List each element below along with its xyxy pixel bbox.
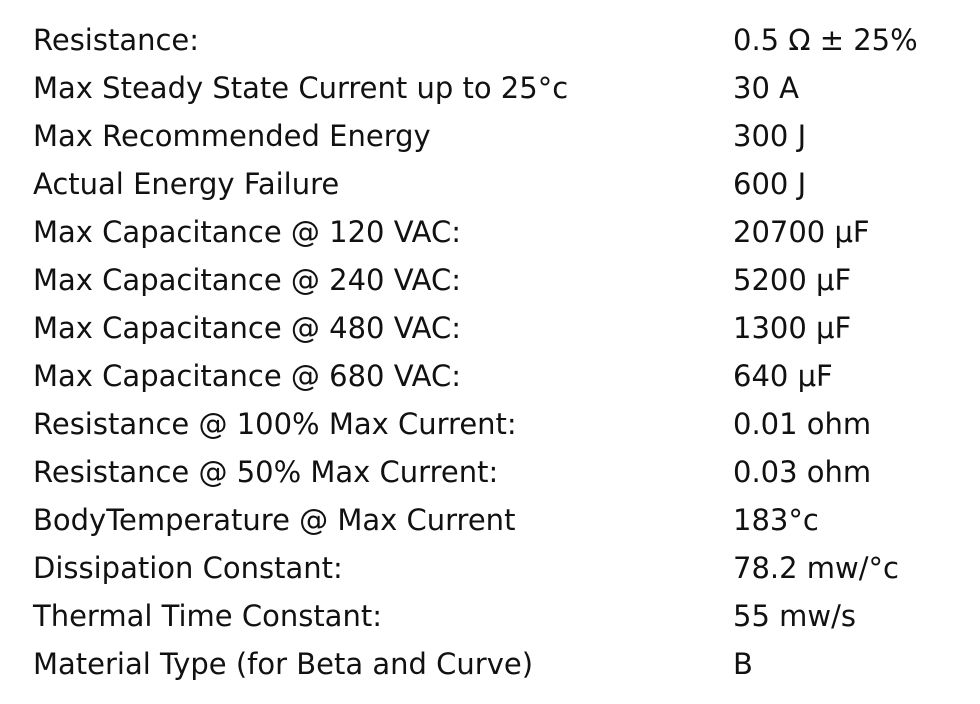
spec-row-actual-energy-failure: Actual Energy Failure 600 J bbox=[33, 160, 963, 208]
spec-row-dissipation-constant: Dissipation Constant: 78.2 mw/°c bbox=[33, 544, 963, 592]
spec-row-body-temperature: BodyTemperature @ Max Current 183°c bbox=[33, 496, 963, 544]
spec-value: B bbox=[733, 647, 753, 681]
spec-value: 300 J bbox=[733, 119, 807, 153]
spec-row-resistance-100pct: Resistance @ 100% Max Current: 0.01 ohm bbox=[33, 400, 963, 448]
spec-value: 0.5 Ω ± 25% bbox=[733, 23, 918, 57]
spec-row-max-capacitance-480: Max Capacitance @ 480 VAC: 1300 μF bbox=[33, 304, 963, 352]
spec-value: 20700 μF bbox=[733, 215, 870, 249]
spec-row-max-recommended-energy: Max Recommended Energy 300 J bbox=[33, 112, 963, 160]
spec-table: Resistance: 0.5 Ω ± 25% Max Steady State… bbox=[33, 16, 963, 688]
spec-label: Material Type (for Beta and Curve) bbox=[33, 647, 534, 681]
spec-value: 1300 μF bbox=[733, 311, 852, 345]
spec-row-max-steady-state-current: Max Steady State Current up to 25°c 30 A bbox=[33, 64, 963, 112]
spec-label: BodyTemperature @ Max Current bbox=[33, 503, 516, 537]
spec-label: Max Capacitance @ 680 VAC: bbox=[33, 359, 462, 393]
spec-value: 0.03 ohm bbox=[733, 455, 872, 489]
spec-value: 78.2 mw/°c bbox=[733, 551, 899, 585]
spec-label: Actual Energy Failure bbox=[33, 167, 340, 201]
spec-value: 640 μF bbox=[733, 359, 833, 393]
spec-value: 5200 μF bbox=[733, 263, 852, 297]
spec-label: Max Steady State Current up to 25°c bbox=[33, 71, 569, 105]
spec-label: Max Capacitance @ 480 VAC: bbox=[33, 311, 462, 345]
spec-row-max-capacitance-120: Max Capacitance @ 120 VAC: 20700 μF bbox=[33, 208, 963, 256]
spec-label: Resistance @ 50% Max Current: bbox=[33, 455, 499, 489]
spec-value: 30 A bbox=[733, 71, 799, 105]
spec-value: 600 J bbox=[733, 167, 807, 201]
spec-row-material-type: Material Type (for Beta and Curve) B bbox=[33, 640, 963, 688]
spec-label: Thermal Time Constant: bbox=[33, 599, 382, 633]
spec-label: Dissipation Constant: bbox=[33, 551, 343, 585]
spec-label: Resistance @ 100% Max Current: bbox=[33, 407, 517, 441]
spec-label: Resistance: bbox=[33, 23, 200, 57]
spec-row-thermal-time-constant: Thermal Time Constant: 55 mw/s bbox=[33, 592, 963, 640]
spec-row-max-capacitance-240: Max Capacitance @ 240 VAC: 5200 μF bbox=[33, 256, 963, 304]
spec-row-resistance: Resistance: 0.5 Ω ± 25% bbox=[33, 16, 963, 64]
spec-value: 0.01 ohm bbox=[733, 407, 872, 441]
spec-label: Max Capacitance @ 240 VAC: bbox=[33, 263, 462, 297]
spec-row-max-capacitance-680: Max Capacitance @ 680 VAC: 640 μF bbox=[33, 352, 963, 400]
spec-row-resistance-50pct: Resistance @ 50% Max Current: 0.03 ohm bbox=[33, 448, 963, 496]
spec-label: Max Capacitance @ 120 VAC: bbox=[33, 215, 462, 249]
spec-value: 183°c bbox=[733, 503, 819, 537]
spec-value: 55 mw/s bbox=[733, 599, 856, 633]
spec-label: Max Recommended Energy bbox=[33, 119, 431, 153]
